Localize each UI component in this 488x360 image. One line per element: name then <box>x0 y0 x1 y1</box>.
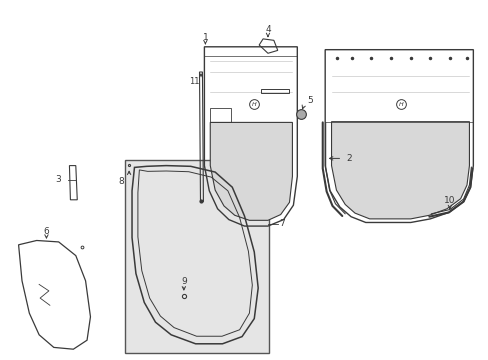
Text: 10: 10 <box>443 197 455 205</box>
PathPatch shape <box>210 122 292 220</box>
Text: 11: 11 <box>189 77 200 86</box>
Text: 4: 4 <box>264 25 270 34</box>
PathPatch shape <box>331 122 468 219</box>
Text: H: H <box>251 102 256 107</box>
Text: H: H <box>398 102 403 107</box>
Text: 9: 9 <box>181 277 186 286</box>
Text: 8: 8 <box>118 177 124 186</box>
Text: 2: 2 <box>346 154 351 163</box>
Text: 6: 6 <box>43 227 49 236</box>
Text: 7: 7 <box>279 219 285 228</box>
Text: 3: 3 <box>55 175 61 184</box>
Text: 5: 5 <box>306 96 312 105</box>
Text: 1: 1 <box>202 33 208 42</box>
Bar <box>124 160 268 353</box>
